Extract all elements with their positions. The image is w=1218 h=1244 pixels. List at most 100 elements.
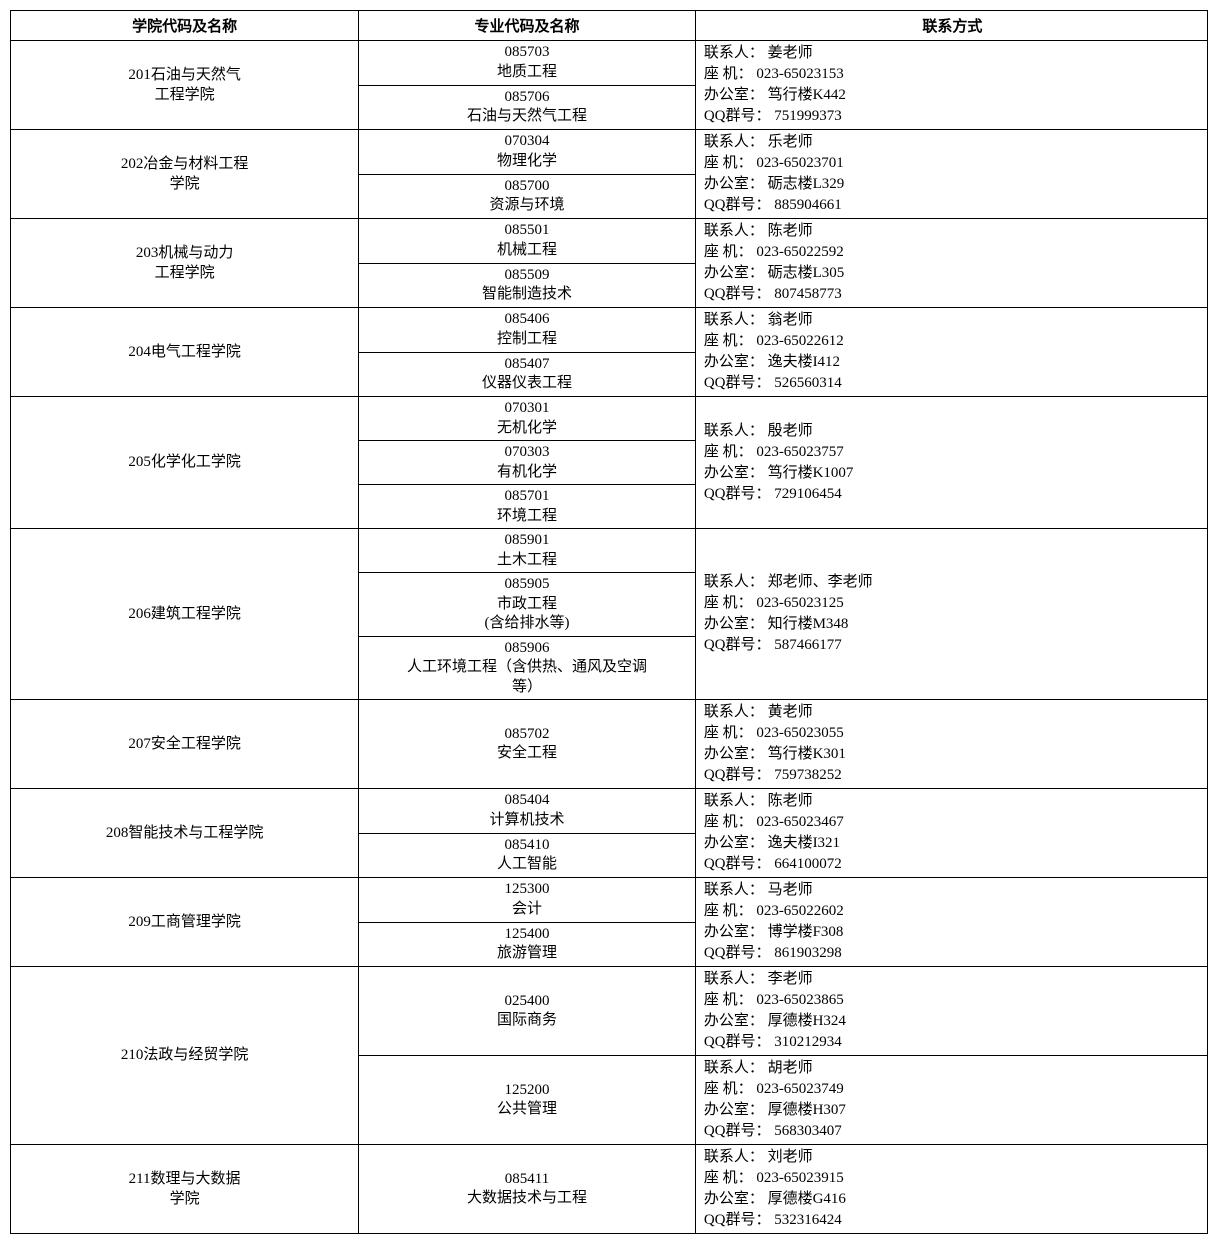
contact-qq: QQ群号： 861903298 bbox=[704, 943, 1201, 964]
major-cell: 085706石油与天然气工程 bbox=[359, 85, 696, 130]
major-code: 085406 bbox=[365, 310, 689, 330]
school-name: 206建筑工程学院 bbox=[17, 604, 352, 624]
major-code: 070304 bbox=[365, 132, 689, 152]
major-name: 有机化学 bbox=[365, 463, 689, 483]
contact-phone: 座 机： 023-65023701 bbox=[704, 153, 1201, 174]
table-row: 208智能技术与工程学院085404计算机技术联系人： 陈老师座 机： 023-… bbox=[11, 789, 1208, 834]
contact-qq: QQ群号： 532316424 bbox=[704, 1210, 1201, 1231]
major-cell: 070301无机化学 bbox=[359, 397, 696, 441]
contact-phone: 座 机： 023-65022612 bbox=[704, 331, 1201, 352]
major-cell: 085501机械工程 bbox=[359, 219, 696, 264]
major-code: 070303 bbox=[365, 443, 689, 463]
contact-phone: 座 机： 023-65023757 bbox=[704, 442, 1201, 463]
contact-phone: 座 机： 023-65023153 bbox=[704, 64, 1201, 85]
admissions-table: 学院代码及名称 专业代码及名称 联系方式 201石油与天然气工程学院085703… bbox=[10, 10, 1208, 1234]
contact-office: 办公室： 厚德楼H324 bbox=[704, 1011, 1201, 1032]
table-row: 211数理与大数据学院085411大数据技术与工程联系人： 刘老师座 机： 02… bbox=[11, 1145, 1208, 1234]
major-name: 无机化学 bbox=[365, 419, 689, 439]
contact-office: 办公室： 笃行楼K301 bbox=[704, 744, 1201, 765]
major-name: (含给排水等) bbox=[365, 614, 689, 634]
major-cell: 085700资源与环境 bbox=[359, 174, 696, 219]
contact-person: 联系人： 郑老师、李老师 bbox=[704, 572, 1201, 593]
major-cell: 085906人工环境工程（含供热、通风及空调等） bbox=[359, 636, 696, 700]
school-cell: 208智能技术与工程学院 bbox=[11, 789, 359, 878]
major-name: 安全工程 bbox=[365, 744, 689, 764]
major-code: 085901 bbox=[365, 531, 689, 551]
contact-cell: 联系人： 姜老师座 机： 023-65023153办公室： 笃行楼K442QQ群… bbox=[695, 41, 1207, 130]
major-name: 人工智能 bbox=[365, 855, 689, 875]
school-name: 205化学化工学院 bbox=[17, 452, 352, 472]
contact-phone: 座 机： 023-65023865 bbox=[704, 990, 1201, 1011]
header-school: 学院代码及名称 bbox=[11, 11, 359, 41]
major-code: 085404 bbox=[365, 791, 689, 811]
contact-cell: 联系人： 殷老师座 机： 023-65023757办公室： 笃行楼K1007QQ… bbox=[695, 397, 1207, 529]
contact-cell: 联系人： 郑老师、李老师座 机： 023-65023125办公室： 知行楼M34… bbox=[695, 529, 1207, 700]
major-code: 085501 bbox=[365, 221, 689, 241]
school-cell: 202冶金与材料工程学院 bbox=[11, 130, 359, 219]
contact-office: 办公室： 厚德楼H307 bbox=[704, 1100, 1201, 1121]
contact-office: 办公室： 厚德楼G416 bbox=[704, 1189, 1201, 1210]
school-name: 202冶金与材料工程 bbox=[17, 154, 352, 174]
major-name: 环境工程 bbox=[365, 507, 689, 527]
school-cell: 210法政与经贸学院 bbox=[11, 967, 359, 1145]
contact-qq: QQ群号： 885904661 bbox=[704, 195, 1201, 216]
major-code: 085906 bbox=[365, 639, 689, 659]
contact-phone: 座 机： 023-65023915 bbox=[704, 1168, 1201, 1189]
school-name: 211数理与大数据 bbox=[17, 1169, 352, 1189]
major-code: 125300 bbox=[365, 880, 689, 900]
table-row: 206建筑工程学院085901土木工程联系人： 郑老师、李老师座 机： 023-… bbox=[11, 529, 1208, 573]
major-cell: 085901土木工程 bbox=[359, 529, 696, 573]
school-name: 201石油与天然气 bbox=[17, 65, 352, 85]
contact-person: 联系人： 陈老师 bbox=[704, 791, 1201, 812]
contact-cell: 联系人： 黄老师座 机： 023-65023055办公室： 笃行楼K301QQ群… bbox=[695, 700, 1207, 789]
major-cell: 085905市政工程(含给排水等) bbox=[359, 573, 696, 637]
contact-phone: 座 机： 023-65023125 bbox=[704, 593, 1201, 614]
major-name: 控制工程 bbox=[365, 330, 689, 350]
header-contact: 联系方式 bbox=[695, 11, 1207, 41]
major-code: 085700 bbox=[365, 177, 689, 197]
major-name: 人工环境工程（含供热、通风及空调 bbox=[365, 658, 689, 678]
table-row: 205化学化工学院070301无机化学联系人： 殷老师座 机： 023-6502… bbox=[11, 397, 1208, 441]
major-name: 大数据技术与工程 bbox=[365, 1189, 689, 1209]
major-name: 公共管理 bbox=[365, 1100, 689, 1120]
major-name: 会计 bbox=[365, 900, 689, 920]
major-name: 市政工程 bbox=[365, 595, 689, 615]
contact-person: 联系人： 李老师 bbox=[704, 969, 1201, 990]
contact-phone: 座 机： 023-65023749 bbox=[704, 1079, 1201, 1100]
table-row: 204电气工程学院085406控制工程联系人： 翁老师座 机： 023-6502… bbox=[11, 308, 1208, 353]
major-cell: 125400旅游管理 bbox=[359, 922, 696, 967]
table-row: 207安全工程学院085702安全工程联系人： 黄老师座 机： 023-6502… bbox=[11, 700, 1208, 789]
contact-person: 联系人： 乐老师 bbox=[704, 132, 1201, 153]
major-code: 085905 bbox=[365, 575, 689, 595]
contact-cell: 联系人： 陈老师座 机： 023-65022592办公室： 砺志楼L305QQ群… bbox=[695, 219, 1207, 308]
table-row: 203机械与动力工程学院085501机械工程联系人： 陈老师座 机： 023-6… bbox=[11, 219, 1208, 264]
school-cell: 203机械与动力工程学院 bbox=[11, 219, 359, 308]
table-row: 202冶金与材料工程学院070304物理化学联系人： 乐老师座 机： 023-6… bbox=[11, 130, 1208, 175]
major-cell: 125200公共管理 bbox=[359, 1056, 696, 1145]
table-body: 201石油与天然气工程学院085703地质工程联系人： 姜老师座 机： 023-… bbox=[11, 41, 1208, 1234]
contact-office: 办公室： 笃行楼K1007 bbox=[704, 463, 1201, 484]
contact-phone: 座 机： 023-65022602 bbox=[704, 901, 1201, 922]
contact-cell: 联系人： 胡老师座 机： 023-65023749办公室： 厚德楼H307QQ群… bbox=[695, 1056, 1207, 1145]
major-code: 085706 bbox=[365, 88, 689, 108]
contact-qq: QQ群号： 568303407 bbox=[704, 1121, 1201, 1142]
major-code: 085701 bbox=[365, 487, 689, 507]
contact-person: 联系人： 姜老师 bbox=[704, 43, 1201, 64]
contact-qq: QQ群号： 807458773 bbox=[704, 284, 1201, 305]
major-cell: 085701环境工程 bbox=[359, 485, 696, 529]
contact-qq: QQ群号： 310212934 bbox=[704, 1032, 1201, 1053]
major-cell: 085509智能制造技术 bbox=[359, 263, 696, 308]
school-name: 208智能技术与工程学院 bbox=[17, 823, 352, 843]
major-name: 机械工程 bbox=[365, 241, 689, 261]
contact-office: 办公室： 博学楼F308 bbox=[704, 922, 1201, 943]
major-name: 石油与天然气工程 bbox=[365, 107, 689, 127]
major-cell: 085410人工智能 bbox=[359, 833, 696, 878]
school-cell: 206建筑工程学院 bbox=[11, 529, 359, 700]
major-cell: 085703地质工程 bbox=[359, 41, 696, 86]
school-name: 学院 bbox=[17, 174, 352, 194]
major-name: 地质工程 bbox=[365, 63, 689, 83]
contact-cell: 联系人： 马老师座 机： 023-65022602办公室： 博学楼F308QQ群… bbox=[695, 878, 1207, 967]
school-name: 207安全工程学院 bbox=[17, 734, 352, 754]
contact-qq: QQ群号： 664100072 bbox=[704, 854, 1201, 875]
school-cell: 207安全工程学院 bbox=[11, 700, 359, 789]
